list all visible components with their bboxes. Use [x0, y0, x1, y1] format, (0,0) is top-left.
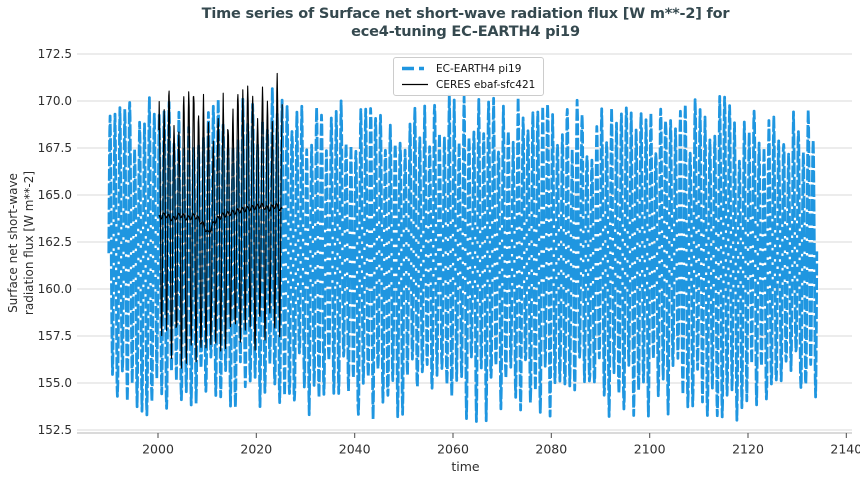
chart-title-line2: ece4-tuning EC-EARTH4 pi19: [351, 24, 580, 40]
y-tick-label: 170.0: [38, 94, 72, 108]
ceres-rolling-mean-line: [158, 202, 283, 233]
x-tick-label: 2020: [240, 442, 272, 457]
y-tick-label: 162.5: [38, 235, 72, 249]
x-tick-label: 2100: [634, 442, 666, 457]
y-axis-label-line1: Surface net short-wave: [6, 173, 20, 313]
x-tick-label: 2000: [142, 442, 174, 457]
y-axis-label: Surface net short-wave radiation flux [W…: [5, 171, 37, 315]
blue-dashed-line-icon: [402, 66, 428, 71]
x-tick-label: 2060: [437, 442, 469, 457]
y-tick-label: 172.5: [38, 47, 72, 61]
x-tick-label: 2120: [732, 442, 764, 457]
y-tick-label: 155.0: [38, 376, 72, 390]
chart-title-line1: Time series of Surface net short-wave ra…: [201, 6, 730, 22]
x-tick-label: 2040: [339, 442, 371, 457]
legend-item-ec-earth4: EC-EARTH4 pi19: [401, 62, 535, 75]
y-tick-label: 152.5: [38, 423, 72, 437]
legend-label-ceres: CERES ebaf-sfc421: [436, 78, 536, 91]
x-tick-label: 2140: [830, 442, 860, 457]
axis-layer: 152.5 155.0 157.5 160.0 162.5 165.0 167.5 170.0…: [38, 47, 860, 456]
black-solid-line-icon: [402, 83, 428, 86]
legend: EC-EARTH4 pi19 CERES ebaf-sfc421: [393, 57, 545, 96]
series-layer: [107, 72, 819, 423]
y-axis-label-line2: radiation flux [W m**-2]: [22, 170, 36, 316]
legend-item-ceres: CERES ebaf-sfc421: [401, 78, 535, 91]
chart-title: Time series of Surface net short-wave ra…: [78, 5, 853, 41]
y-tick-label: 160.0: [38, 282, 72, 296]
series-line-ceres: [158, 72, 283, 369]
x-tick-label: 2080: [535, 442, 567, 457]
y-tick-label: 157.5: [38, 329, 72, 343]
x-axis-label: time: [451, 459, 480, 474]
y-tick-label: 165.0: [38, 188, 72, 202]
legend-label-ec-earth4: EC-EARTH4 pi19: [436, 62, 522, 75]
y-tick-label: 167.5: [38, 141, 72, 155]
